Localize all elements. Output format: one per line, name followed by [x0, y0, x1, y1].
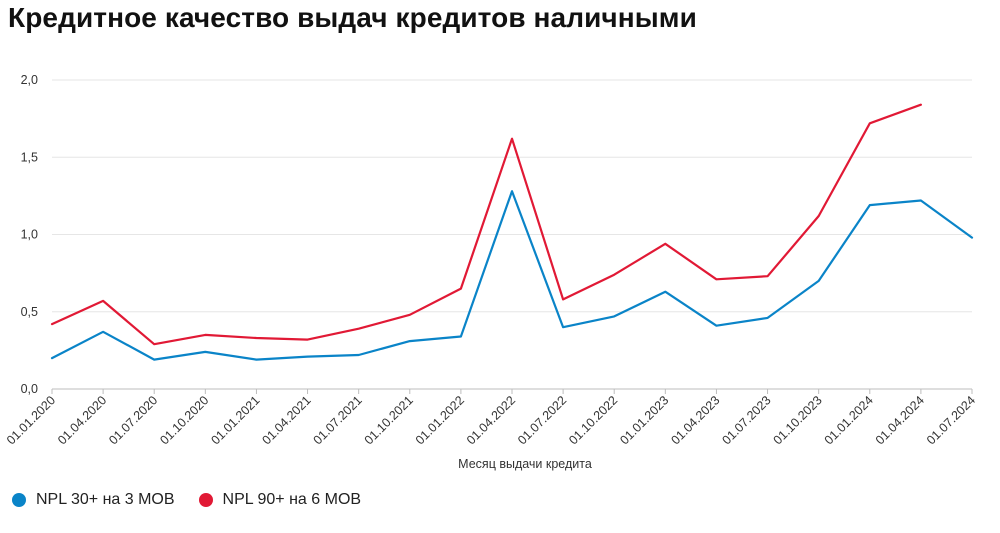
y-tick-label: 0,0	[21, 382, 38, 396]
legend-marker	[198, 493, 213, 507]
x-tick-label: 01.10.2023	[771, 393, 825, 447]
x-tick-label: 01.10.2021	[362, 393, 416, 447]
legend-label: NPL 90+ на 6 MOB	[222, 491, 362, 508]
y-tick-label: 2,0	[21, 73, 38, 87]
x-tick-label: 01.01.2024	[822, 393, 876, 447]
y-tick-label: 1,5	[21, 150, 38, 164]
x-tick-label: 01.04.2021	[260, 393, 314, 447]
x-tick-label: 01.07.2023	[720, 393, 774, 447]
gridlines	[52, 79, 972, 390]
x-axis-label: Месяц выдачи кредита	[458, 457, 592, 471]
y-tick-label: 1,0	[21, 228, 38, 242]
x-tick-label: 01.01.2020	[4, 393, 58, 447]
chart-title: Кредитное качество выдач кредитов наличн…	[8, 2, 697, 33]
x-tick-label: 01.04.2024	[873, 393, 927, 447]
legend: NPL 30+ на 3 MOB NPL 90+ на 6 MOB	[12, 491, 385, 509]
x-tick-label: 01.07.2022	[515, 393, 569, 447]
y-tick-label: 0,5	[21, 305, 38, 319]
x-axis-ticks: 01.01.202001.04.202001.07.202001.10.2020…	[4, 389, 978, 447]
x-tick-label: 01.01.2022	[413, 393, 467, 447]
x-tick-label: 01.10.2020	[157, 393, 211, 447]
x-tick-label: 01.07.2024	[924, 393, 978, 447]
x-tick-label: 01.10.2022	[566, 393, 620, 447]
series-line-1	[50, 190, 974, 361]
x-tick-label: 01.04.2022	[464, 393, 518, 447]
series-line-2	[50, 103, 922, 346]
series-lines	[50, 103, 974, 361]
x-tick-label: 01.07.2020	[106, 393, 160, 447]
legend-label: NPL 30+ на 3 MOB	[36, 491, 175, 508]
legend-item-1[interactable]: NPL 30+ на 3 MOB	[12, 491, 175, 509]
x-tick-label: 01.04.2023	[668, 393, 722, 447]
legend-item-2[interactable]: NPL 90+ на 6 MOB	[198, 491, 362, 509]
x-tick-label: 01.01.2021	[208, 393, 262, 447]
legend-marker	[12, 493, 26, 507]
x-tick-label: 01.01.2023	[617, 393, 671, 447]
x-tick-label: 01.07.2021	[311, 393, 365, 447]
y-axis-ticks: 0,0 0,5 1,0 1,5 2,0	[21, 73, 38, 396]
x-tick-label: 01.04.2020	[55, 393, 109, 447]
